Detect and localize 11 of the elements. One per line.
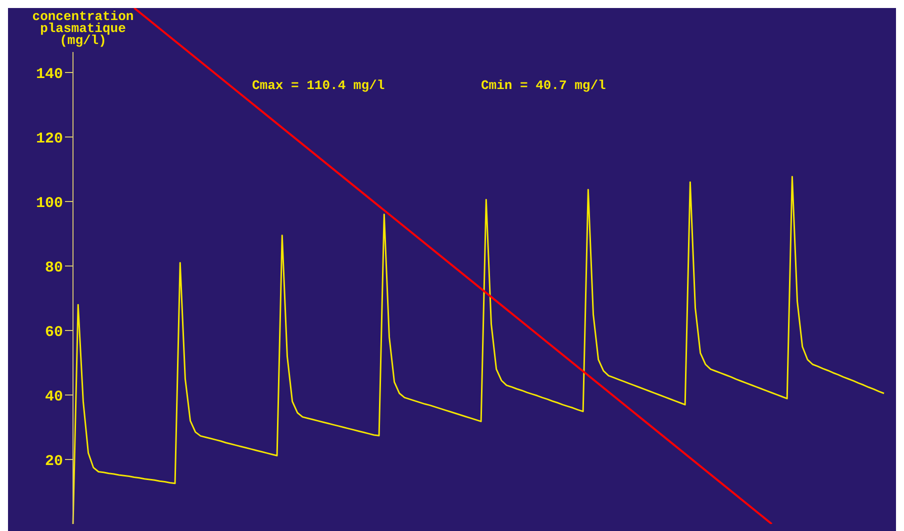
line-series — [72, 176, 885, 524]
y-tick-label: 60 — [44, 324, 63, 341]
annotation: Cmin = 40.7 mg/l — [481, 78, 606, 93]
y-tick-label: 100 — [36, 194, 63, 212]
y-axis-title: concentration plasmatique (mg/l) — [32, 9, 134, 48]
y-tick-label: 80 — [44, 259, 63, 276]
y-tick-label: 40 — [44, 388, 63, 406]
y-tick-label: 20 — [44, 452, 63, 470]
annotation: Cmax = 110.4 mg/l — [252, 78, 385, 93]
y-tick-label: 140 — [36, 66, 63, 83]
y-tick-label: 120 — [36, 130, 63, 148]
